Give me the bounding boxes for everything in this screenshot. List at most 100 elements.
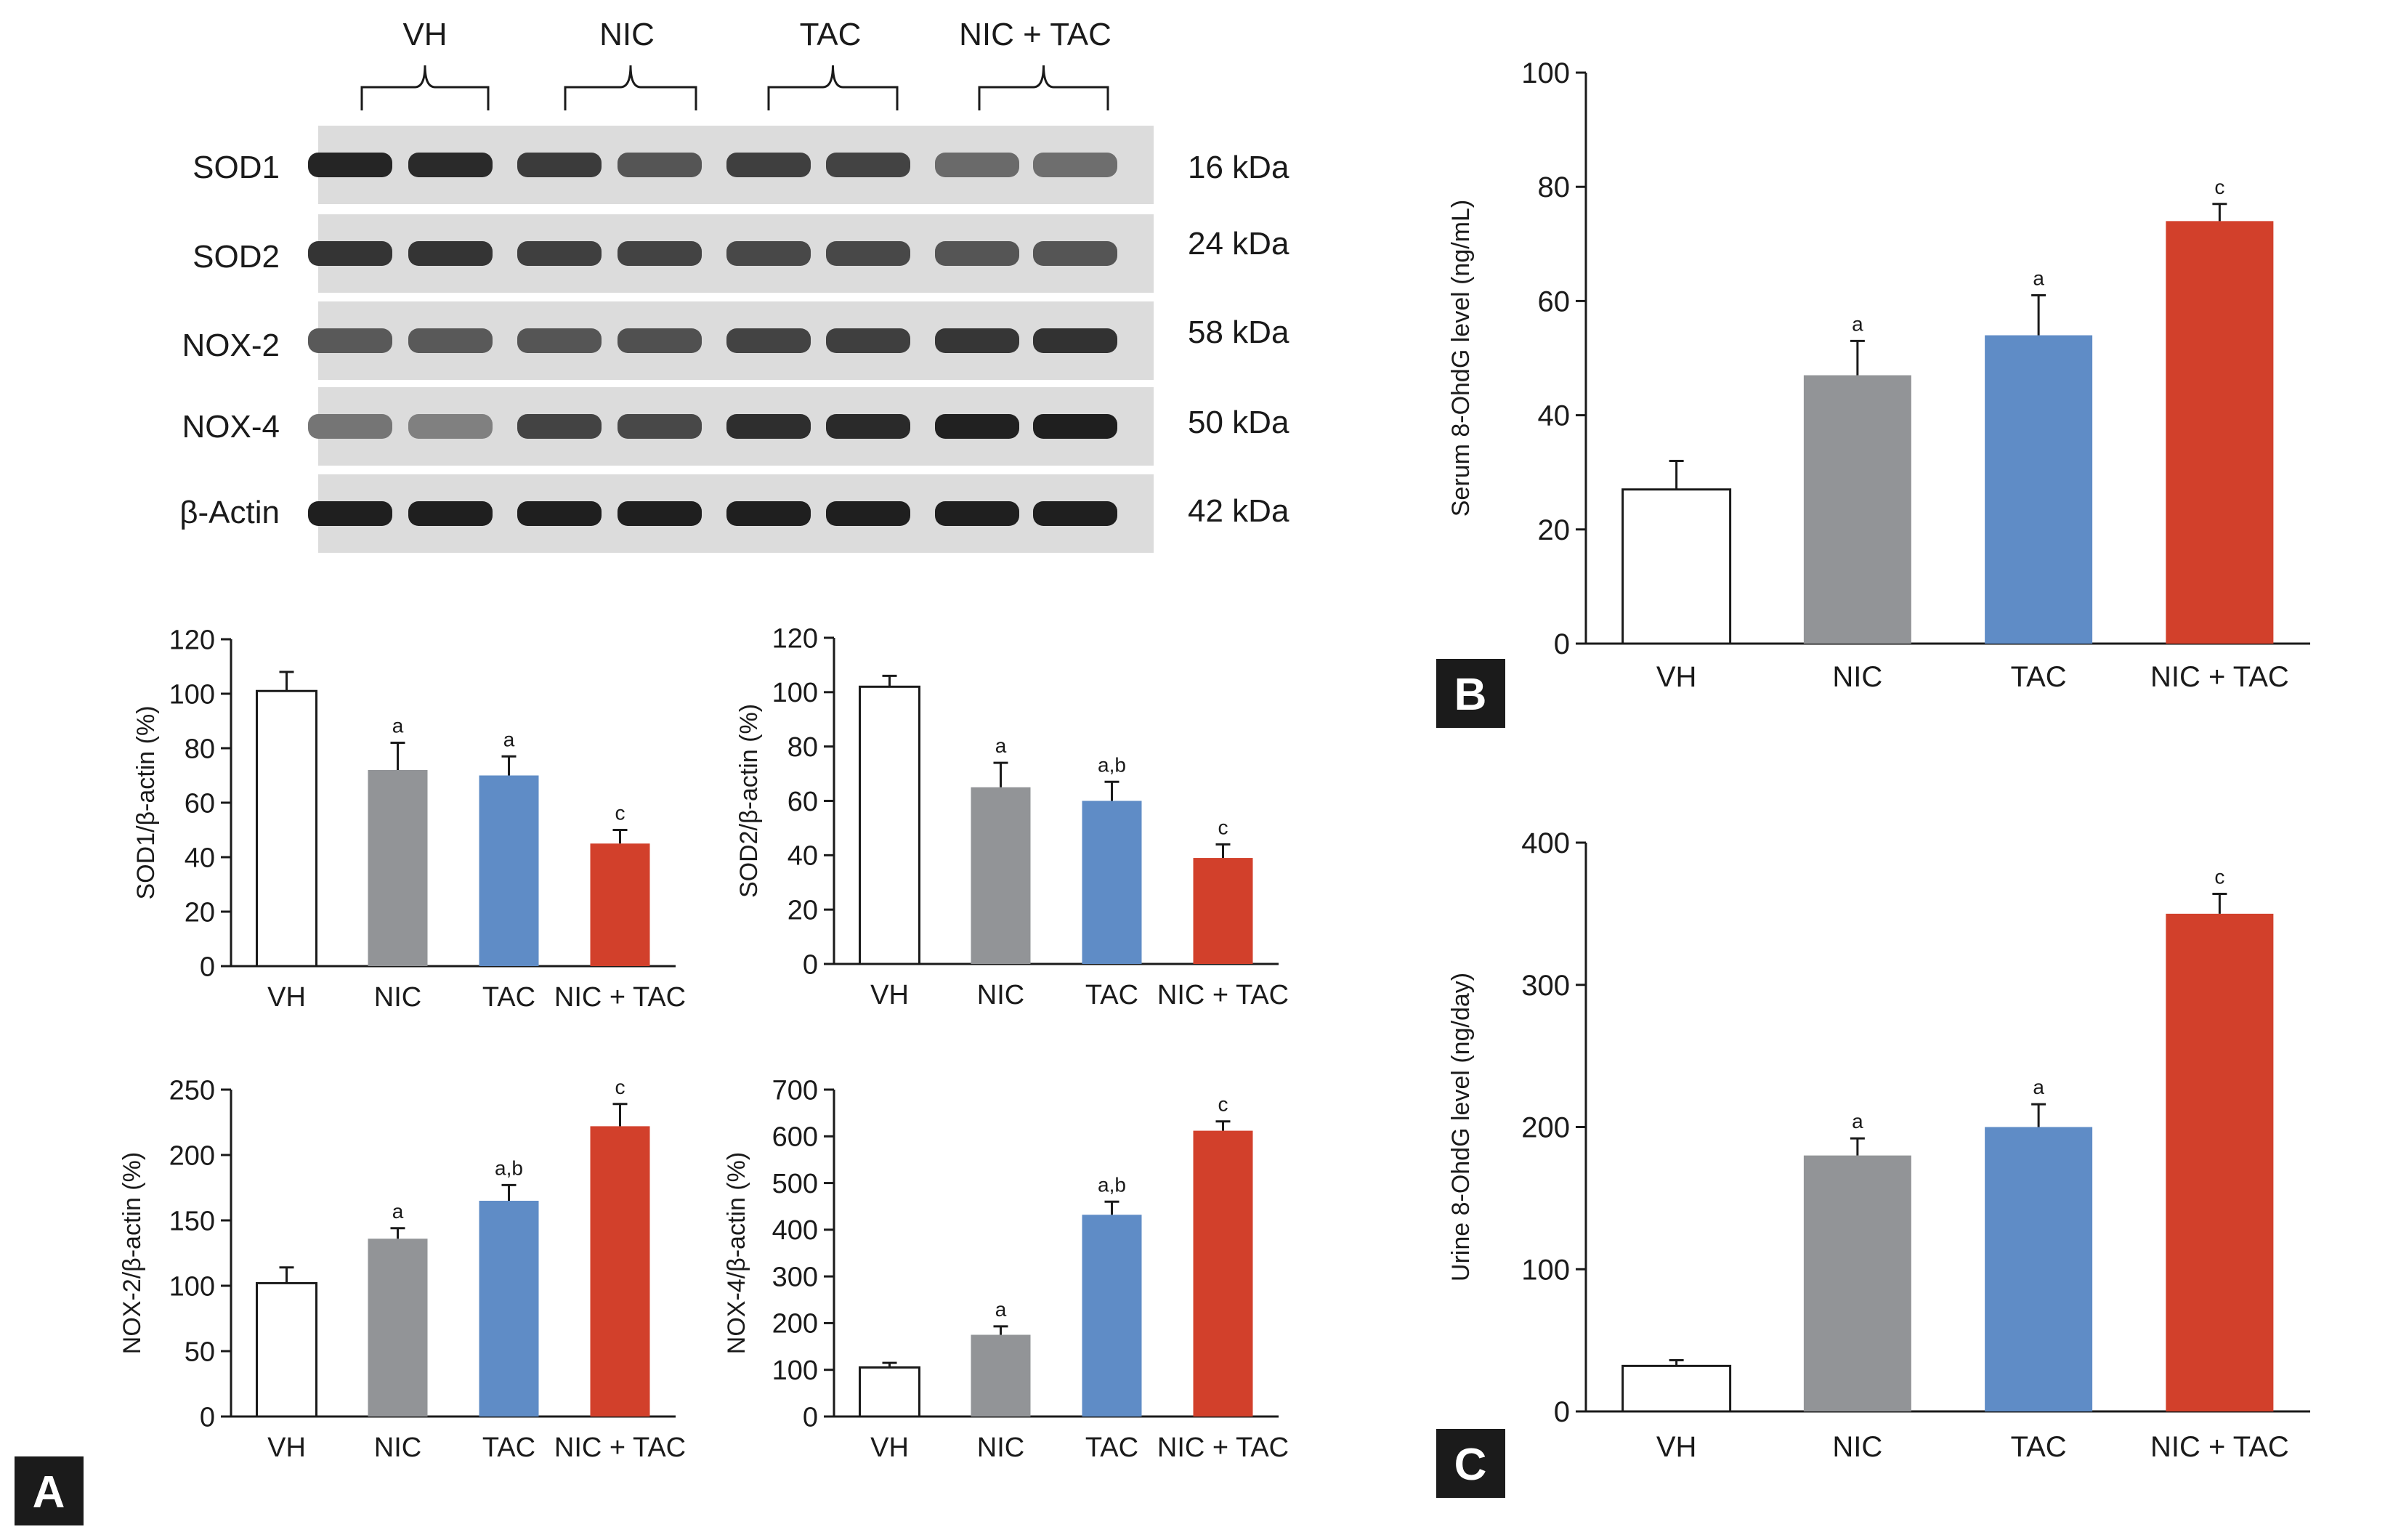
sod2-annotation-3: c bbox=[1218, 816, 1228, 838]
nox4-bar-2 bbox=[1082, 1215, 1142, 1417]
sod2-y-tick-label: 100 bbox=[772, 678, 818, 708]
urine-category-label-0: VH bbox=[1656, 1431, 1697, 1463]
sod1-y-tick-label: 120 bbox=[169, 625, 215, 655]
serum-annotation-3: c bbox=[2214, 176, 2224, 198]
sod1-y-tick-label: 60 bbox=[185, 788, 215, 819]
nox2-annotation-1: a bbox=[392, 1200, 404, 1223]
panel-label-c: C bbox=[1436, 1429, 1505, 1498]
nox2-y-axis-label: NOX-2/β-actin (%) bbox=[118, 1152, 146, 1354]
sod1-annotation-1: a bbox=[392, 715, 404, 737]
serum-category-label-2: TAC bbox=[2011, 661, 2067, 693]
urine-annotation-1: a bbox=[1852, 1110, 1863, 1132]
sod2-y-axis-label: SOD2/β-actin (%) bbox=[735, 704, 763, 898]
protein-label-beta-actin: β-Actin bbox=[179, 495, 280, 530]
blot-band-r0-l5 bbox=[826, 153, 910, 177]
urine-y-tick-label: 400 bbox=[1521, 827, 1570, 859]
nox4-y-tick-label: 400 bbox=[772, 1215, 818, 1246]
blot-band-r0-l4 bbox=[726, 153, 811, 177]
nox4-bar-0 bbox=[859, 1366, 920, 1418]
sod2-bar-3 bbox=[1193, 858, 1253, 964]
sod1-category-label-2: TAC bbox=[482, 982, 535, 1013]
nox4-y-tick-label: 100 bbox=[772, 1355, 818, 1386]
panel-label-b-text: B bbox=[1454, 670, 1487, 720]
nox4-y-tick-label: 600 bbox=[772, 1122, 818, 1153]
nox4-y-tick-label: 500 bbox=[772, 1169, 818, 1199]
nox4-annotation-3: c bbox=[1218, 1093, 1228, 1116]
nox4-category-label-1: NIC bbox=[977, 1432, 1024, 1463]
blot-band-r0-l6 bbox=[935, 153, 1019, 177]
mw-label-sod2: 24 kDa bbox=[1188, 226, 1289, 262]
protein-label-sod1: SOD1 bbox=[193, 150, 280, 185]
nox2-bar-2 bbox=[479, 1201, 539, 1417]
serum-y-tick-label: 80 bbox=[1538, 171, 1571, 203]
brace-0 bbox=[360, 65, 490, 110]
chart-nox2: 0 50 100 150 200 250 NOX-2/β-actin (%) VH a NIC a,… bbox=[118, 1075, 686, 1463]
sod1-bar-2 bbox=[479, 775, 539, 966]
blot-band-r3-l0 bbox=[308, 414, 392, 439]
sod1-category-label-3: NIC + TAC bbox=[554, 982, 686, 1013]
sod1-y-tick-label: 20 bbox=[185, 897, 215, 928]
blot-band-r1-l2 bbox=[517, 241, 602, 266]
chart-serum-8ohdg: 0 20 40 60 80 100 Serum 8-OhdG level (ng/mL) VH… bbox=[1447, 57, 2310, 693]
sod1-bar-1 bbox=[368, 770, 428, 966]
serum-annotation-2: a bbox=[2033, 267, 2044, 290]
serum-category-label-1: NIC bbox=[1832, 661, 1882, 693]
protein-label-sod2: SOD2 bbox=[193, 239, 280, 275]
urine-annotation-3: c bbox=[2214, 865, 2224, 888]
sod2-category-label-1: NIC bbox=[977, 980, 1024, 1010]
nox2-category-label-2: TAC bbox=[482, 1432, 535, 1463]
sod2-bar-1 bbox=[971, 787, 1031, 964]
blot-band-r2-l0 bbox=[308, 328, 392, 353]
nox2-category-label-1: NIC bbox=[374, 1432, 421, 1463]
blot-group-label-vh: VH bbox=[402, 17, 447, 52]
mw-label-nox2: 58 kDa bbox=[1188, 315, 1289, 350]
blot-band-r4-l4 bbox=[726, 501, 811, 526]
western-blot: VH NIC TAC NIC + TAC SOD1 SOD2 NOX-2 NOX… bbox=[179, 17, 1289, 553]
nox2-bar-0 bbox=[256, 1281, 317, 1418]
sod2-category-label-3: NIC + TAC bbox=[1157, 980, 1289, 1010]
blot-band-r3-l5 bbox=[826, 414, 910, 439]
sod2-annotation-2: a,b bbox=[1098, 753, 1126, 776]
blot-band-r4-l7 bbox=[1033, 501, 1117, 526]
blot-group-label-tac: TAC bbox=[800, 17, 862, 52]
sod1-bar-3 bbox=[590, 843, 650, 966]
serum-y-tick-label: 100 bbox=[1521, 57, 1570, 89]
nox4-bar-3 bbox=[1193, 1130, 1253, 1417]
urine-annotation-2: a bbox=[2033, 1076, 2044, 1098]
sod1-y-tick-label: 80 bbox=[185, 734, 215, 764]
nox2-category-label-3: NIC + TAC bbox=[554, 1432, 686, 1463]
serum-category-label-3: NIC + TAC bbox=[2150, 661, 2289, 693]
sod1-annotation-3: c bbox=[615, 802, 625, 824]
blot-band-r0-l7 bbox=[1033, 153, 1117, 177]
sod1-category-label-0: VH bbox=[267, 982, 306, 1013]
sod1-y-tick-label: 0 bbox=[200, 952, 215, 982]
blot-band-r3-l7 bbox=[1033, 414, 1117, 439]
panel-label-b: B bbox=[1436, 659, 1505, 728]
mw-label-nox4: 50 kDa bbox=[1188, 405, 1289, 440]
panel-label-a-text: A bbox=[33, 1467, 65, 1517]
nox4-category-label-3: NIC + TAC bbox=[1157, 1432, 1289, 1463]
blot-band-r3-l1 bbox=[408, 414, 493, 439]
urine-bar-0 bbox=[1621, 1364, 1732, 1413]
mw-label-beta-actin: 42 kDa bbox=[1188, 493, 1289, 529]
nox4-y-tick-label: 300 bbox=[772, 1262, 818, 1292]
sod2-y-tick-label: 40 bbox=[787, 841, 818, 872]
nox4-annotation-1: a bbox=[995, 1298, 1007, 1321]
serum-bar-1 bbox=[1803, 375, 1911, 644]
blot-band-r4-l6 bbox=[935, 501, 1019, 526]
serum-y-tick-label: 60 bbox=[1538, 285, 1571, 317]
blot-band-r0-l0 bbox=[308, 153, 392, 177]
urine-category-label-1: NIC bbox=[1832, 1431, 1882, 1463]
blot-band-r0-l1 bbox=[408, 153, 493, 177]
blot-band-r1-l1 bbox=[408, 241, 493, 266]
blot-band-r4-l1 bbox=[408, 501, 493, 526]
nox2-annotation-2: a,b bbox=[495, 1156, 523, 1179]
nox4-annotation-2: a,b bbox=[1098, 1173, 1126, 1196]
brace-3 bbox=[978, 65, 1109, 110]
blot-group-braces bbox=[360, 65, 1109, 110]
blot-band-r2-l5 bbox=[826, 328, 910, 353]
sod2-y-tick-label: 20 bbox=[787, 895, 818, 925]
blot-mw-labels: 16 kDa 24 kDa 58 kDa 50 kDa 42 kDa bbox=[1188, 150, 1289, 529]
